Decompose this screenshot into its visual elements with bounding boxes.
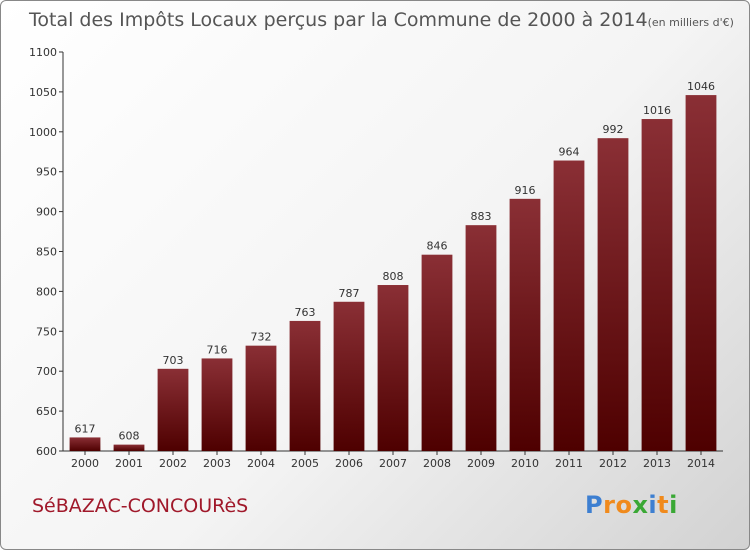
bar-2000 [69,437,101,451]
chart-title-unit: (en milliers d'€) [648,16,734,29]
x-axis: 2000 2001 2002 2003 2004 2005 2006 2007 2008 2009… [63,450,723,470]
data-label-2011: 964 [559,146,580,159]
logo-letter: r [603,491,616,519]
bar-2014 [685,95,717,451]
logo-letter: i [669,491,678,519]
chart-title-main: Total des Impôts Locaux perçus par la Co… [28,9,648,31]
data-label-2005: 763 [295,306,316,319]
bar-2002 [157,368,189,451]
x-tick-label-2000: 2000 [71,457,99,470]
data-label-2007: 808 [383,270,404,283]
data-label-2003: 716 [207,343,228,356]
data-label-2008: 846 [427,240,448,253]
chart-title: Total des Impôts Locaux perçus par la Co… [28,9,734,31]
data-label-2001: 608 [119,430,140,443]
data-label-2000: 617 [75,422,96,435]
logo-letter: t [657,491,670,519]
bar-2006 [333,301,365,451]
bar-2012 [597,138,629,451]
bar-2009 [465,225,497,451]
bar-2013 [641,119,673,451]
x-tick-label-2014: 2014 [687,457,715,470]
y-tick-label: 750 [36,325,57,338]
y-tick-label: 800 [36,285,57,298]
y-tick-label: 1100 [29,46,57,59]
bar-2005 [289,320,321,451]
x-tick-label-2003: 2003 [203,457,231,470]
y-tick-label: 950 [36,166,57,179]
x-tick-label-2013: 2013 [643,457,671,470]
x-tick-label-2002: 2002 [159,457,187,470]
y-tick-label: 1050 [29,86,57,99]
y-axis: 600 650 700 750 800 850 900 950 1000 1050 1100 [29,46,64,458]
bar-2003 [201,358,233,451]
bar-2011 [553,160,585,451]
logo-letter: i [648,491,658,519]
bar-2010 [509,198,541,451]
bars: 617 608 703 716 732 763 787 808 846 883 916 964 992 1… [69,80,717,451]
y-tick-label: 700 [36,365,57,378]
logo-letter: o [615,491,633,519]
data-label-2014: 1046 [687,80,715,93]
y-tick-label: 600 [36,445,57,458]
x-tick-label-2009: 2009 [467,457,495,470]
data-label-2012: 992 [603,123,624,136]
logo-letter: x [632,491,649,519]
x-tick-label-2007: 2007 [379,457,407,470]
bar-2004 [245,345,277,451]
x-tick-label-2005: 2005 [291,457,319,470]
x-tick-label-2004: 2004 [247,457,275,470]
proxiti-logo: Proxiti [585,491,678,519]
x-tick-label-2001: 2001 [115,457,143,470]
bar-2007 [377,285,409,451]
data-label-2002: 703 [163,354,184,367]
data-label-2013: 1016 [643,104,671,117]
x-tick-label-2012: 2012 [599,457,627,470]
x-tick-label-2010: 2010 [511,457,539,470]
x-tick-label-2008: 2008 [423,457,451,470]
x-tick-label-2011: 2011 [555,457,583,470]
data-label-2010: 916 [515,184,536,197]
logo-letter: P [585,491,604,519]
bar-2001 [113,444,145,451]
data-label-2004: 732 [251,331,272,344]
data-label-2006: 787 [339,287,360,300]
y-tick-label: 900 [36,206,57,219]
y-tick-label: 650 [36,405,57,418]
data-label-2009: 883 [471,210,492,223]
bar-2008 [421,254,453,451]
y-tick-label: 1000 [29,126,57,139]
commune-name: SéBAZAC-CONCOURèS [32,495,249,517]
x-tick-label-2006: 2006 [335,457,363,470]
y-tick-label: 850 [36,246,57,259]
